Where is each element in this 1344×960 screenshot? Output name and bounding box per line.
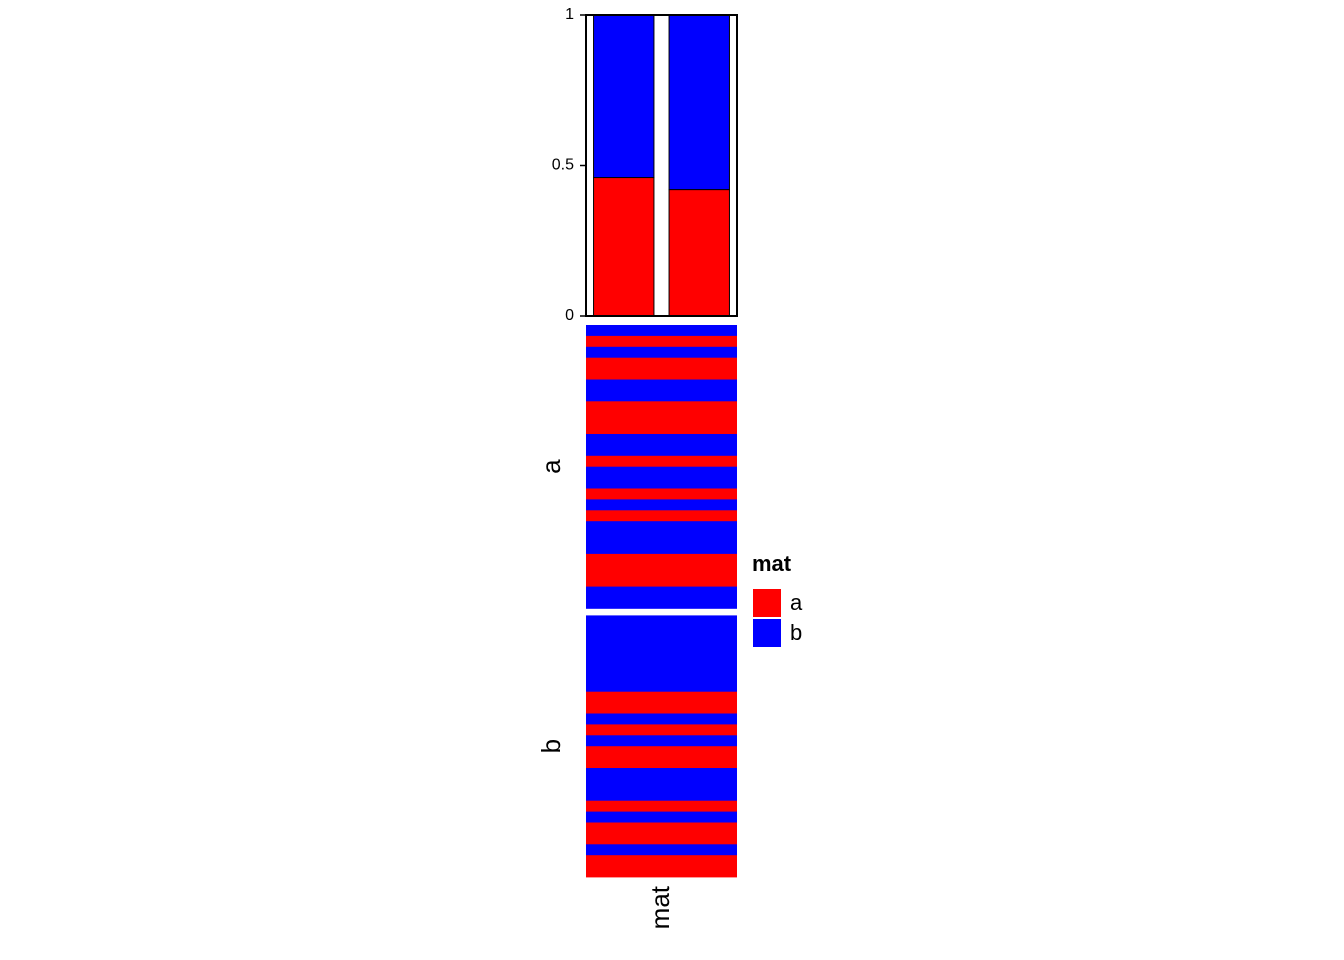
- column-label: mat: [645, 885, 675, 929]
- heatmap-cell: [586, 768, 737, 780]
- heatmap-cell: [586, 423, 737, 435]
- heatmap-cell: [586, 702, 737, 714]
- heatmap-cell: [586, 669, 737, 682]
- heatmap-cell: [586, 510, 737, 522]
- heatmap-cell: [586, 532, 737, 544]
- bar-segment: [668, 14, 730, 191]
- heatmap-cell: [586, 855, 737, 867]
- heatmap-cell: [586, 543, 737, 555]
- bar-segment: [593, 14, 655, 179]
- heatmap-cell: [586, 648, 737, 660]
- heatmap-cell: [586, 659, 737, 671]
- heatmap-cell: [586, 346, 737, 359]
- heatmap-cell: [586, 368, 737, 380]
- y-tick-label: 1: [565, 6, 574, 23]
- heatmap-cell: [586, 844, 737, 856]
- heatmap-cell: [586, 724, 737, 736]
- heatmap-cell: [586, 521, 737, 533]
- heatmap-cell: [586, 778, 737, 791]
- heatmap-cell: [586, 866, 737, 878]
- legend-label: b: [790, 620, 802, 645]
- heatmap-cell: [586, 488, 737, 500]
- heatmap-cell: [586, 357, 737, 369]
- heatmap-cell: [586, 575, 737, 587]
- heatmap-cell: [586, 822, 737, 834]
- heatmap-cell: [586, 637, 737, 649]
- legend-swatch: [753, 619, 781, 647]
- heatmap-cell: [586, 553, 737, 566]
- legend-title: mat: [752, 551, 792, 576]
- y-tick-label: 0.5: [552, 157, 574, 174]
- heatmap-cell: [586, 811, 737, 823]
- row-group-label: b: [536, 739, 566, 753]
- heatmap-cell: [586, 800, 737, 812]
- heatmap-cell: [586, 597, 737, 609]
- heatmap-cell: [586, 455, 737, 468]
- heatmap-cell: [586, 444, 737, 457]
- heatmap-cell: [586, 499, 737, 511]
- heatmap-cell: [586, 586, 737, 598]
- heatmap-cell: [586, 335, 737, 348]
- heatmap-cell: [586, 434, 737, 446]
- heatmap-cell: [586, 713, 737, 725]
- heatmap-cell: [586, 833, 737, 845]
- heatmap-cell: [586, 390, 737, 402]
- heatmap-cell: [586, 680, 737, 693]
- heatmap-cell: [586, 746, 737, 758]
- y-tick-label: 0: [565, 307, 574, 324]
- heatmap-cell: [586, 379, 737, 391]
- bar-segment: [668, 189, 730, 317]
- legend-swatch: [753, 589, 781, 617]
- heatmap-cell: [586, 412, 737, 424]
- bar-segment: [593, 177, 655, 317]
- heatmap-cell: [586, 735, 737, 747]
- heatmap-cell: [586, 789, 737, 802]
- heatmap-cell: [586, 466, 737, 478]
- legend-label: a: [790, 590, 803, 615]
- heatmap-cell: [586, 401, 737, 413]
- heatmap-cell: [586, 477, 737, 489]
- heatmap-cell: [586, 325, 737, 337]
- heatmap-cell: [586, 626, 737, 638]
- heatmap-cell: [586, 564, 737, 577]
- heatmap-cell: [586, 691, 737, 703]
- heatmap-cell: [586, 615, 737, 627]
- row-group-label: a: [536, 459, 566, 474]
- heatmap-cell: [586, 757, 737, 769]
